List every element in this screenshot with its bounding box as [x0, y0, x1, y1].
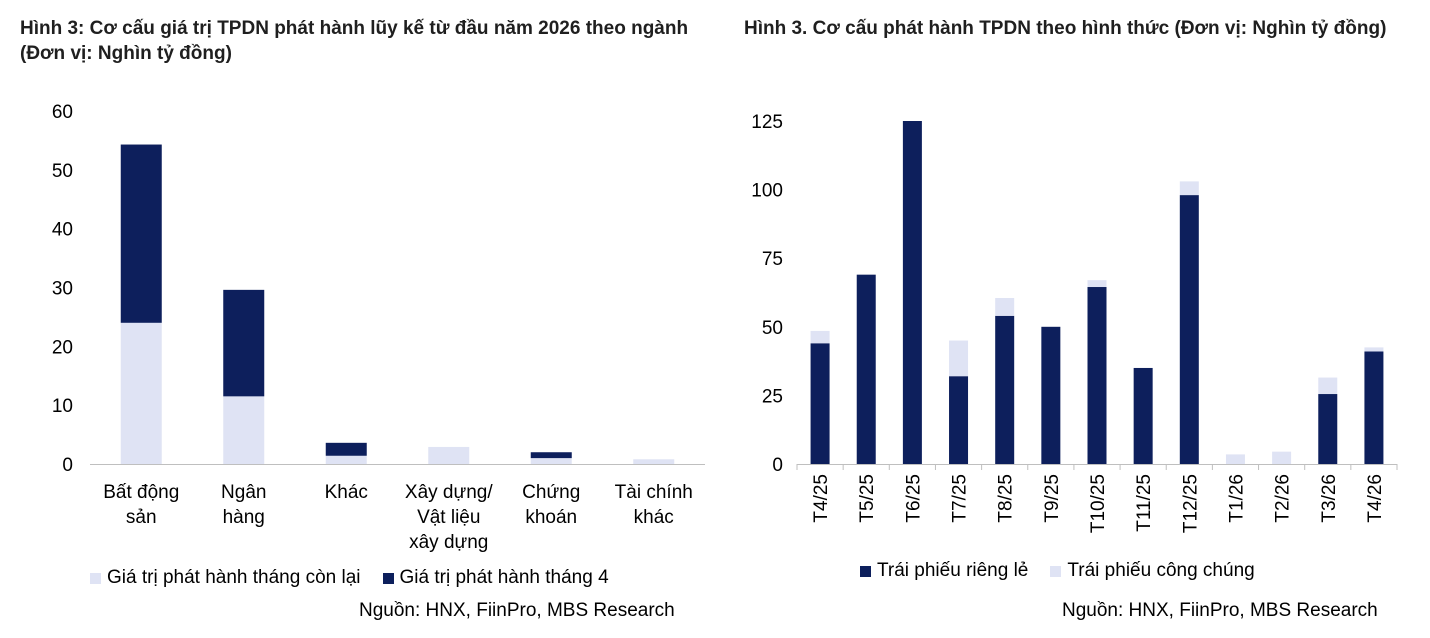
bar-segment [120, 144, 162, 323]
x-category-label: T1/26 [1226, 474, 1247, 523]
bar-segment [1225, 454, 1245, 464]
y-tick-label: 0 [772, 455, 783, 476]
bar-segment [1087, 280, 1107, 288]
bar-segment [995, 297, 1015, 316]
bar-segment [902, 121, 922, 464]
chart-panel-left: Hình 3: Cơ cấu giá trị TPDN phát hành lũ… [20, 18, 705, 621]
bar-segment [810, 330, 830, 344]
legend-item: Giá trị phát hành tháng còn lại [90, 567, 361, 589]
y-tick-label: 30 [52, 279, 73, 300]
bar-segment [810, 343, 830, 464]
legend-swatch [90, 572, 101, 584]
legend-swatch [382, 572, 394, 584]
x-category-label: T10/25 [1088, 474, 1109, 533]
bar-segment [1318, 394, 1338, 464]
x-category-label: T4/26 [1365, 474, 1386, 523]
chart-right: 0 25 50 75 100 125 T4/25 T5/25 T6/25 T7/25 T8/25 T9… [751, 112, 1398, 533]
legend-item: Trái phiếu công chúng [1050, 560, 1255, 582]
bar-segment [1318, 377, 1338, 395]
bar-segment [1087, 287, 1107, 464]
legend-label: Giá trị phát hành tháng còn lại [107, 567, 361, 588]
bar-segment [428, 446, 470, 464]
legend-swatch [1050, 565, 1062, 577]
x-category-label: Tài chính khác [615, 482, 693, 528]
x-category-label: Bất động sản [103, 482, 179, 528]
x-category-label: T2/26 [1273, 474, 1294, 523]
legend-right: Trái phiếu riêng lẻ Trái phiếu công chúng [860, 560, 1255, 582]
bar-segment [223, 289, 265, 397]
bar-segment [1133, 367, 1153, 464]
chart-title-left: Hình 3: Cơ cấu giá trị TPDN phát hành lũ… [20, 18, 689, 64]
legend-label: Giá trị phát hành tháng 4 [399, 567, 609, 588]
chart-panel-right: Hình 3. Cơ cấu phát hành TPDN theo hình … [730, 0, 1430, 638]
x-category-label: T12/25 [1180, 474, 1201, 533]
x-category-label: T11/25 [1134, 474, 1155, 532]
bar-segment [1179, 181, 1199, 196]
bar-segment [1272, 451, 1292, 464]
x-category-label: T6/25 [903, 474, 924, 523]
bar-segment [1364, 347, 1384, 352]
bar-segment [223, 396, 265, 464]
bar-segment [530, 458, 572, 464]
legend-label: Trái phiếu công chúng [1067, 560, 1255, 581]
x-category-label: T8/25 [996, 474, 1017, 523]
y-tick-label: 100 [751, 181, 783, 202]
legend-label: Trái phiếu riêng lẻ [877, 560, 1029, 581]
bar-segment [1179, 195, 1199, 464]
x-category-label: T9/25 [1042, 474, 1063, 523]
chart-left: 0 10 20 30 40 50 60 Bất động sản Ngân hàng Khác Xây … [52, 102, 705, 553]
bar-segment [995, 315, 1015, 464]
legend-item: Trái phiếu riêng lẻ [860, 560, 1028, 582]
legend-item: Giá trị phát hành tháng 4 [382, 567, 609, 589]
bar-segment [856, 274, 876, 464]
y-tick-label: 25 [762, 386, 783, 407]
bar-segment [633, 459, 675, 464]
y-tick-label: 50 [52, 161, 73, 182]
bar-segment [530, 452, 572, 459]
legend-left: Giá trị phát hành tháng còn lại Giá trị p… [90, 567, 609, 589]
y-tick-label: 75 [762, 249, 783, 270]
y-tick-label: 10 [52, 396, 73, 417]
chart-title-right: Hình 3. Cơ cấu phát hành TPDN theo hình … [744, 18, 1387, 39]
x-category-label: T4/25 [811, 474, 832, 523]
bar-segment [1364, 351, 1384, 464]
y-tick-label: 40 [52, 220, 73, 241]
bar-segment [120, 322, 162, 464]
x-category-label: T5/25 [857, 474, 878, 523]
bar-segment [949, 376, 969, 464]
y-tick-label: 50 [762, 318, 783, 339]
bar-segment [1041, 326, 1061, 464]
y-tick-label: 20 [52, 337, 73, 358]
y-tick-label: 60 [52, 102, 73, 123]
x-category-label: T3/26 [1319, 474, 1340, 523]
bar-segment [325, 455, 367, 464]
x-category-label: Xây dựng/Vật liệu xây dựng [405, 482, 493, 553]
y-tick-label: 125 [751, 112, 783, 133]
x-category-label: Chứng khoán [522, 482, 580, 528]
x-category-label: Ngân hàng [221, 482, 266, 528]
x-category-label: Khác [325, 482, 368, 503]
legend-swatch [860, 565, 871, 577]
source-left: Nguồn: HNX, FiinPro, MBS Research [359, 600, 675, 621]
bar-segment [325, 442, 367, 456]
source-right: Nguồn: HNX, FiinPro, MBS Research [1062, 600, 1378, 621]
y-tick-label: 0 [62, 455, 73, 476]
bar-segment [949, 340, 969, 377]
x-category-label: T7/25 [950, 474, 971, 523]
